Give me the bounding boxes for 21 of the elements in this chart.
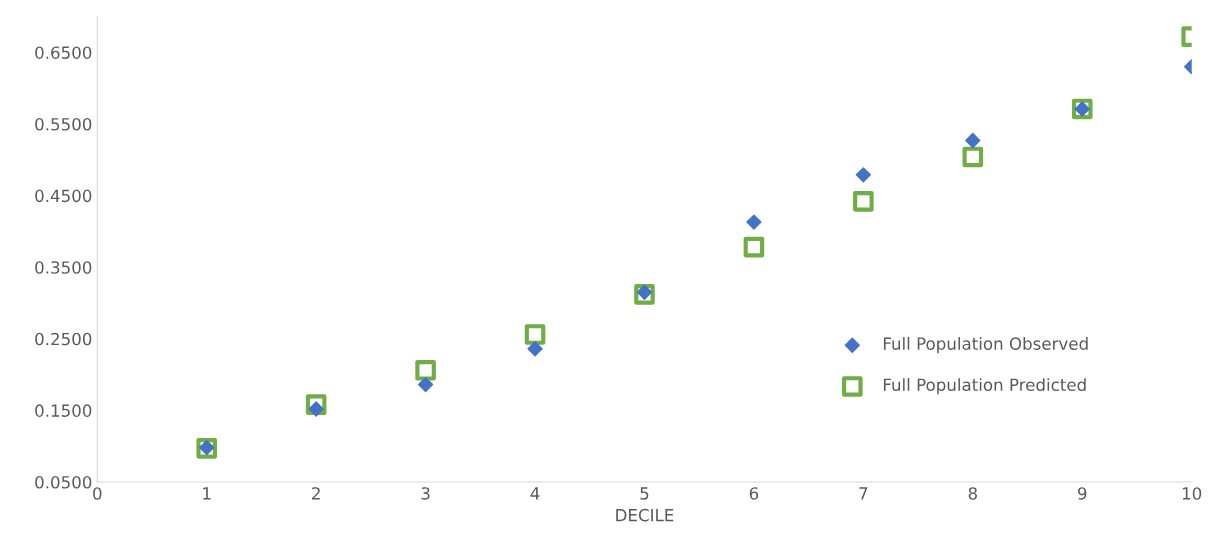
legend-label: Full Population Predicted — [883, 378, 1086, 395]
x-tick-label: 8 — [968, 487, 977, 500]
y-tick-label: 0.1500 — [35, 404, 92, 417]
x-tick-label: 6 — [749, 487, 759, 500]
x-tick-label: 9 — [1077, 487, 1087, 500]
x-tick-label: 3 — [421, 487, 430, 500]
x-tick-label: 4 — [530, 487, 540, 500]
x-tick-label: 10 — [1182, 487, 1202, 500]
x-tick-label: 5 — [640, 487, 649, 500]
x-tick-label: 2 — [312, 487, 320, 500]
y-tick-label: 0.4500 — [35, 189, 92, 203]
y-tick-label: 0.5500 — [35, 117, 92, 131]
y-tick-label: 0.2500 — [35, 332, 92, 346]
x-axis-title: DECILE — [616, 508, 674, 522]
x-tick-label: 0 — [93, 487, 102, 500]
legend-label: Full Population Observed — [883, 337, 1088, 354]
y-tick-label: 0.0500 — [35, 475, 92, 489]
y-tick-label: 0.6500 — [35, 46, 92, 59]
x-tick-label: 7 — [859, 487, 868, 500]
x-tick-label: 1 — [203, 487, 211, 500]
y-tick-label: 0.3500 — [35, 261, 92, 274]
